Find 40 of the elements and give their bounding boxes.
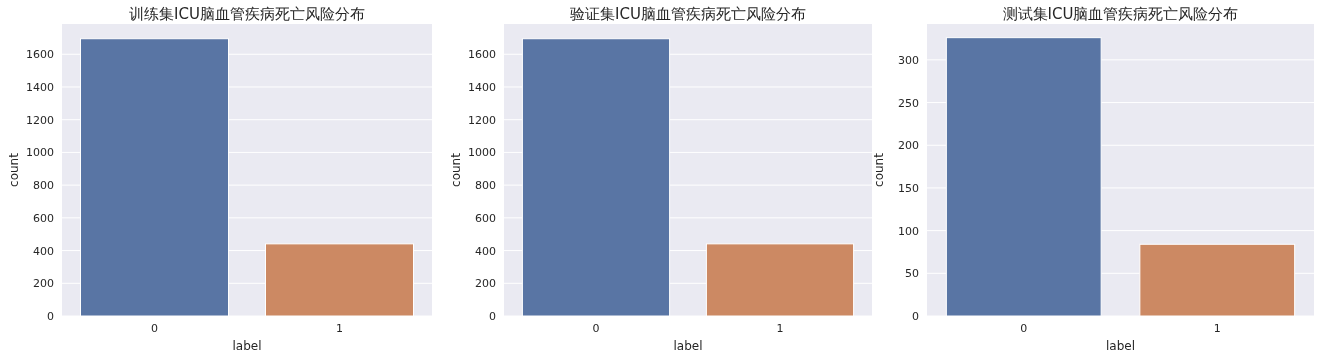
y-tick-label: 800 — [475, 179, 496, 193]
y-axis-title: count — [872, 152, 886, 187]
y-tick-label: 200 — [475, 277, 496, 291]
x-tick-label: 0 — [1020, 322, 1028, 335]
y-tick-label: 150 — [898, 181, 919, 195]
y-tick-label: 1200 — [26, 113, 54, 127]
y-tick-label: 1600 — [468, 48, 496, 62]
y-tick-label: 1200 — [468, 113, 496, 127]
y-tick-label: 300 — [898, 53, 919, 67]
y-tick-label: 400 — [33, 244, 54, 258]
chart-title: 测试集ICU脑血管疾病死亡风险分布 — [1002, 5, 1239, 23]
y-tick-label: 1400 — [468, 80, 496, 94]
x-tick-label: 1 — [1213, 322, 1221, 335]
y-tick-label: 1400 — [26, 80, 54, 94]
y-tick-label: 250 — [898, 96, 919, 110]
y-tick-label: 800 — [33, 179, 54, 193]
y-tick-label: 0 — [489, 310, 496, 323]
x-tick-label: 0 — [151, 322, 158, 335]
y-axis-title: count — [449, 152, 463, 187]
y-tick-label: 0 — [47, 310, 54, 323]
y-tick-label: 0 — [912, 310, 919, 323]
y-tick-label: 600 — [33, 211, 54, 225]
x-axis-title: label — [1105, 339, 1136, 353]
x-axis-title: label — [673, 339, 703, 353]
y-tick-label: 400 — [475, 244, 496, 258]
x-tick-label: 1 — [776, 322, 784, 335]
x-tick-label: 1 — [336, 322, 343, 335]
chart-title: 验证集ICU脑血管疾病死亡风险分布 — [570, 5, 806, 23]
y-tick-label: 1600 — [26, 48, 54, 62]
y-tick-label: 200 — [33, 277, 54, 291]
chart-title: 训练集ICU脑血管疾病死亡风险分布 — [129, 5, 365, 23]
y-tick-label: 600 — [475, 211, 496, 225]
y-tick-label: 50 — [905, 267, 919, 281]
x-axis-title: label — [232, 339, 262, 353]
y-tick-label: 100 — [898, 224, 919, 238]
y-tick-label: 200 — [898, 139, 919, 153]
x-tick-label: 0 — [592, 322, 600, 335]
y-axis-title: count — [7, 152, 21, 187]
y-tick-label: 1000 — [26, 146, 54, 160]
y-tick-label: 1000 — [468, 146, 496, 160]
